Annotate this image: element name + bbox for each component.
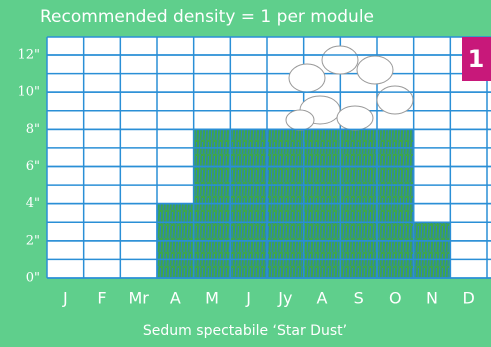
x-tick-label: Jy <box>277 289 292 308</box>
x-tick-label: O <box>389 289 402 308</box>
y-tick-label: 12" <box>17 48 40 63</box>
x-tick-label: N <box>426 289 438 308</box>
x-tick-label: D <box>463 289 475 308</box>
badge: 1 <box>468 45 485 73</box>
subtitle: Sedum spectabile ‘Star Dust’ <box>143 323 347 339</box>
x-tick-label: J <box>62 289 68 308</box>
y-tick-label: 0" <box>26 271 40 286</box>
axes: 0" 2" 4" 6" 8" 10" 12" J F Mr A M J Jy A S O N D <box>17 48 491 308</box>
x-tick-label: F <box>97 289 106 308</box>
x-tick-label: Mr <box>128 289 149 308</box>
y-tick-label: 6" <box>26 159 40 174</box>
badge-box <box>462 37 491 81</box>
x-tick-label: J <box>245 289 251 308</box>
chart-title: Recommended density = 1 per module <box>40 7 374 27</box>
y-tick-label: 2" <box>26 233 40 248</box>
x-tick-label: M <box>205 289 219 308</box>
y-tick-label: 4" <box>26 196 40 211</box>
x-tick-label: A <box>170 289 181 308</box>
y-tick-label: 8" <box>26 122 40 137</box>
flowers <box>285 45 414 131</box>
x-tick-label: S <box>354 289 364 308</box>
x-tick-label: A <box>317 289 328 308</box>
bar <box>413 222 451 278</box>
y-tick-label: 10" <box>17 85 40 100</box>
